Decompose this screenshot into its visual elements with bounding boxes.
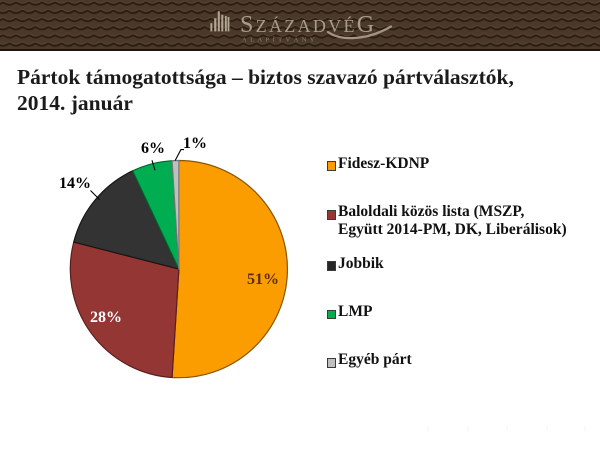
svg-text:ALAPÍTVÁNY: ALAPÍTVÁNY: [242, 36, 318, 44]
svg-text:SZÁZADVÉG: SZÁZADVÉG: [240, 12, 376, 38]
